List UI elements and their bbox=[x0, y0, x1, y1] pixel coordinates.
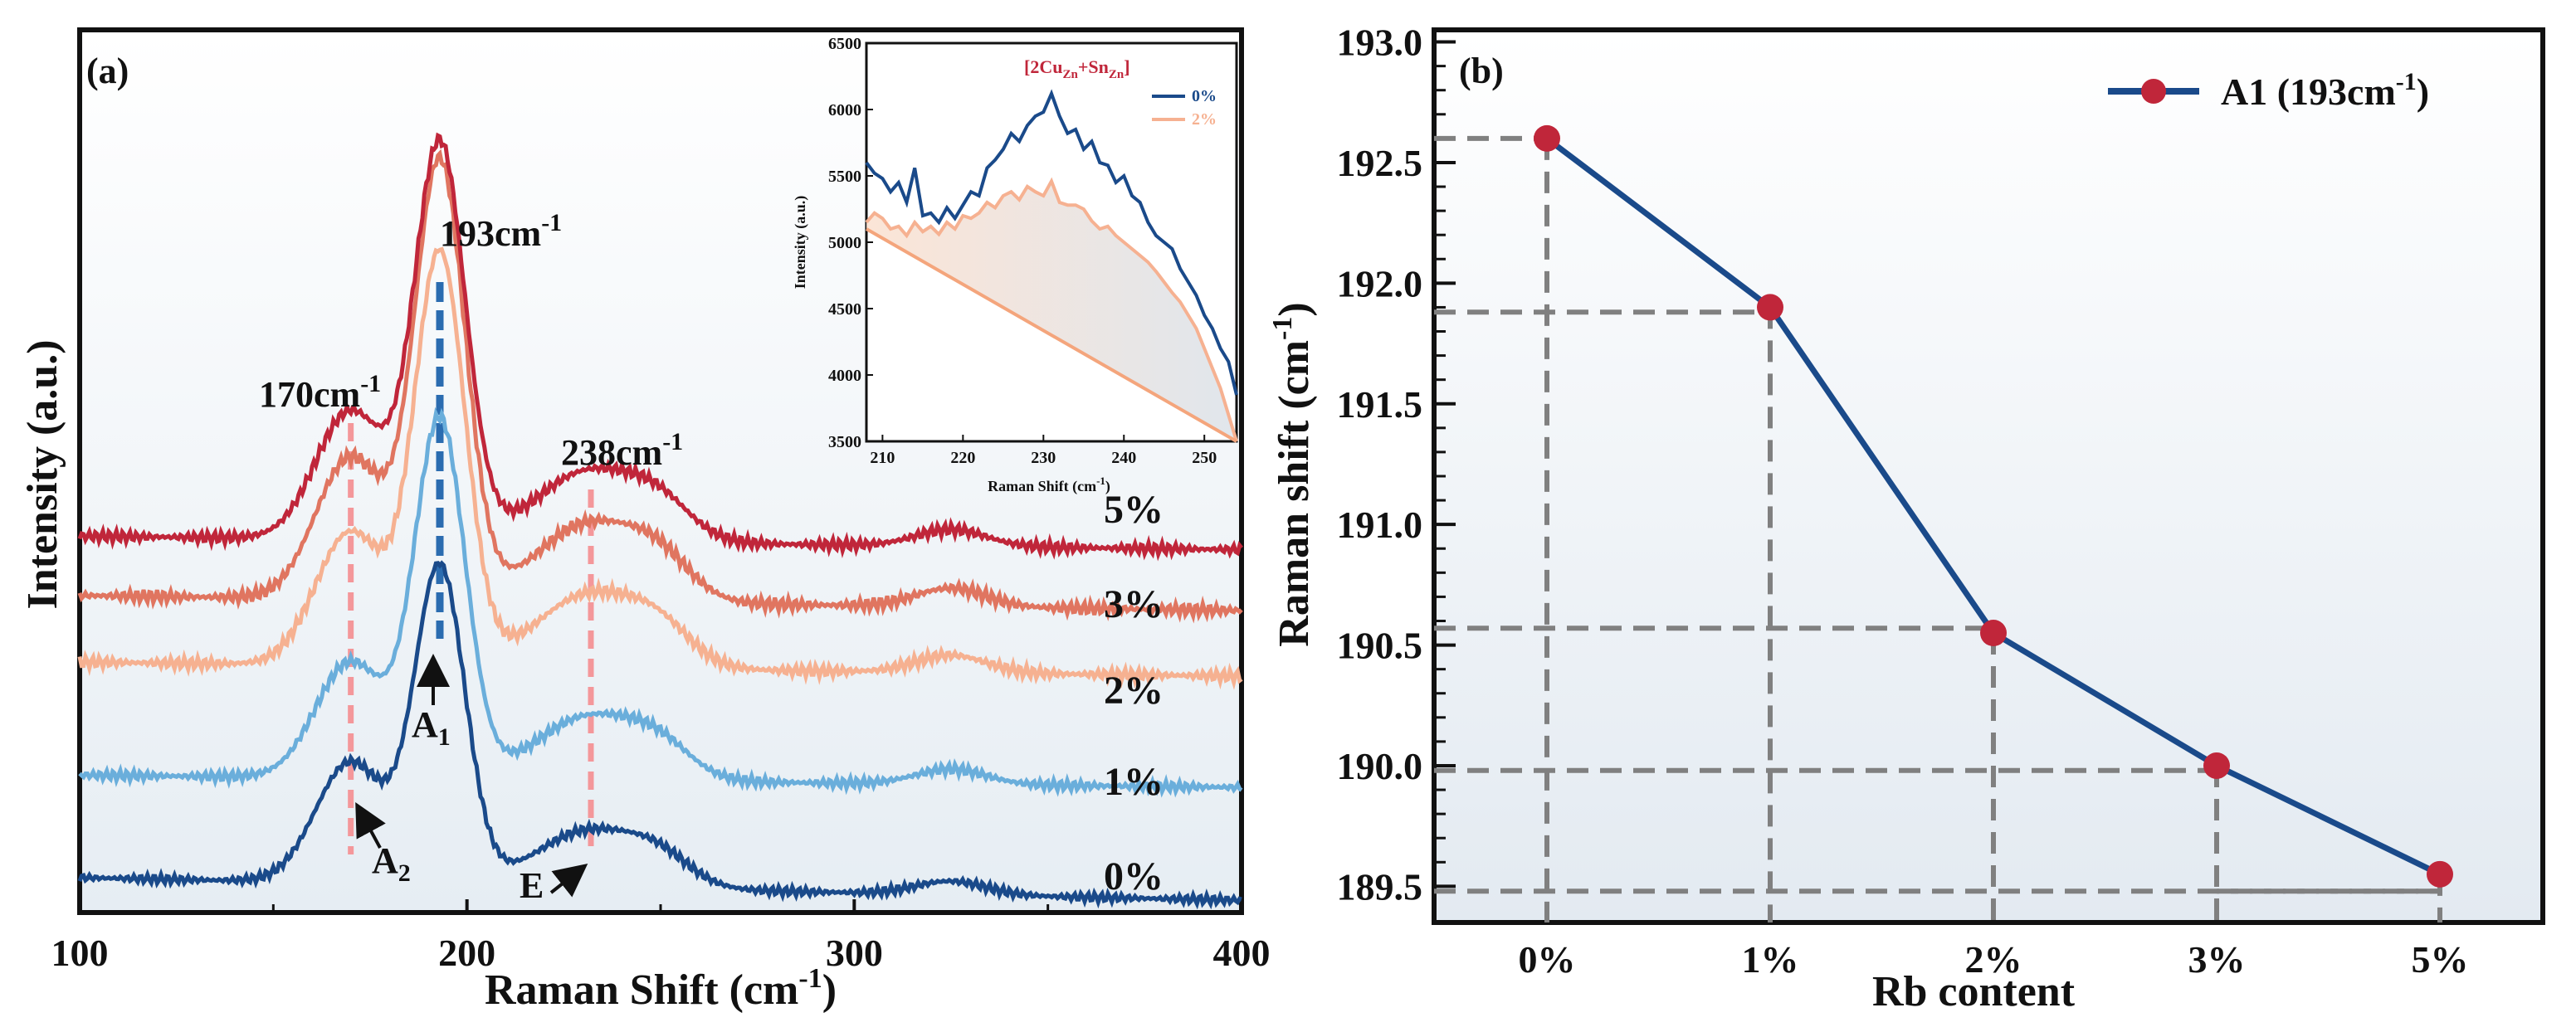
panel-b-legend: A1 (193cm-1) bbox=[2108, 68, 2429, 113]
legend-marker bbox=[2141, 79, 2166, 104]
y-tick-label-6: 192.5 bbox=[1337, 142, 1423, 184]
panel-a-peak-lines bbox=[348, 282, 594, 854]
y-tick-label-4: 191.5 bbox=[1337, 383, 1423, 426]
inset-y-tick-label-5500: 5500 bbox=[828, 168, 861, 186]
inset-series bbox=[865, 89, 1238, 442]
panel-a-label: (a) bbox=[86, 51, 129, 91]
inset-fill-area bbox=[866, 181, 1237, 441]
series-label-5: 5% bbox=[1104, 488, 1164, 532]
legend-label: A1 (193cm-1) bbox=[2221, 68, 2429, 113]
y-tick-label-2: 190.5 bbox=[1337, 625, 1423, 667]
inset-x-tick-label-250: 250 bbox=[1192, 449, 1217, 467]
inset-legend-label-0: 0% bbox=[1192, 87, 1217, 105]
panel-b-guide-lines bbox=[1434, 135, 2442, 922]
peak-label-170: 170cm-1 bbox=[259, 370, 381, 415]
panel-b-y-ticks: 189.5 190.0 190.5 191.0 191.5 192.0 192.5 193.0 bbox=[1337, 22, 1456, 908]
peak-label-238: 238cm-1 bbox=[561, 428, 683, 473]
panel-a-x-axis-label: Raman Shift (cm-1) bbox=[485, 963, 837, 1014]
panel-a-x-ticks: 100 200 300 400 bbox=[51, 899, 1271, 974]
data-point-0pct bbox=[1534, 124, 1560, 152]
panel-b-x-ticks: 0% 1% 2% 3% 5% bbox=[1519, 908, 2469, 981]
inset-title: [2CuZn+SnZn] bbox=[1024, 56, 1130, 81]
inset-x-tick-label-220: 220 bbox=[950, 449, 975, 467]
inset-y-tick-label-6000: 6000 bbox=[828, 101, 861, 119]
panel-b-plot-area bbox=[1432, 27, 2545, 925]
panel-b-label: (b) bbox=[1459, 51, 1504, 91]
spectrum-3pct bbox=[77, 148, 1243, 624]
inset-x-tick-label-210: 210 bbox=[870, 449, 895, 467]
mode-label-e: E bbox=[520, 865, 544, 906]
series-label-0: 0% bbox=[1104, 854, 1164, 898]
y-tick-label-1: 190.0 bbox=[1337, 745, 1423, 787]
panel-b-y-axis-label: Raman shift (cm-1) bbox=[1267, 302, 1318, 646]
inset-series-0pct bbox=[865, 89, 1238, 396]
inset-x-tick-label-240: 240 bbox=[1111, 449, 1136, 467]
inset-x-axis-label: Raman Shift (cm-1) bbox=[988, 475, 1110, 495]
inset-x-tick-label-230: 230 bbox=[1031, 449, 1056, 467]
x-tick-label-400: 400 bbox=[1213, 932, 1271, 974]
data-point-5pct bbox=[2427, 860, 2453, 888]
inset-series-2pct bbox=[865, 177, 1238, 442]
panel-a: (a) 100 200 300 400 170cm-1 193cm-1 238cm-1… bbox=[19, 27, 1271, 1014]
x-tick-label-4: 5% bbox=[2412, 938, 2469, 981]
panel-a-y-axis-label: Intensity (a.u.) bbox=[19, 339, 66, 609]
series-label-1: 1% bbox=[1104, 760, 1164, 804]
spectrum-2pct bbox=[77, 246, 1243, 690]
x-tick-label-2: 2% bbox=[1965, 938, 2022, 981]
mode-label-a2: A2 bbox=[372, 840, 411, 887]
spectrum-0pct bbox=[77, 560, 1242, 910]
peak-label-193: 193cm-1 bbox=[440, 209, 562, 254]
y-tick-label-5: 192.0 bbox=[1337, 262, 1423, 304]
inset-chart: 210 220 230 240 250 3500 4000 4500 5000 5500 6000 6… bbox=[792, 35, 1238, 495]
data-point-2pct bbox=[1980, 620, 2007, 647]
y-tick-label-0: 189.5 bbox=[1337, 865, 1423, 908]
x-tick-label-200: 200 bbox=[438, 932, 495, 974]
inset-y-tick-label-6500: 6500 bbox=[828, 35, 861, 53]
y-tick-label-3: 191.0 bbox=[1337, 504, 1423, 546]
inset-y-tick-label-4500: 4500 bbox=[828, 300, 861, 319]
arrow-e bbox=[549, 864, 588, 898]
spectrum-5pct bbox=[77, 132, 1243, 562]
series-label-3: 3% bbox=[1104, 582, 1164, 626]
y-tick-label-7: 193.0 bbox=[1337, 22, 1423, 64]
panel-b-x-axis-label: Rb content bbox=[1872, 968, 2076, 1015]
inset-legend-label-1: 2% bbox=[1192, 110, 1217, 129]
panel-b-series bbox=[1534, 124, 2453, 888]
data-point-1pct bbox=[1757, 294, 1783, 321]
spectrum-1pct bbox=[78, 406, 1243, 798]
inset-y-axis-label: Intensity (a.u.) bbox=[792, 196, 809, 290]
inset-y-tick-label-3500: 3500 bbox=[828, 433, 861, 451]
arrow-a2 bbox=[355, 801, 386, 849]
x-tick-label-0: 0% bbox=[1519, 938, 1576, 981]
mode-label-a1: A1 bbox=[412, 704, 451, 751]
inset-ticks: 210 220 230 240 250 3500 4000 4500 5000 5500 6000 6… bbox=[828, 35, 1217, 467]
x-tick-label-1: 1% bbox=[1742, 938, 1799, 981]
x-tick-label-300: 300 bbox=[826, 932, 883, 974]
x-tick-label-3: 3% bbox=[2188, 938, 2246, 981]
x-tick-label-100: 100 bbox=[51, 932, 109, 974]
inset-baseline bbox=[866, 227, 1237, 443]
data-point-3pct bbox=[2203, 752, 2230, 779]
series-label-2: 2% bbox=[1104, 669, 1164, 713]
inset-y-tick-label-4000: 4000 bbox=[828, 367, 861, 385]
inset-y-tick-label-5000: 5000 bbox=[828, 234, 861, 252]
panel-b: (b) 189.5190.0190.5191.0191.5192.0192.51… bbox=[1267, 22, 2545, 1015]
panel-a-series bbox=[77, 132, 1243, 910]
